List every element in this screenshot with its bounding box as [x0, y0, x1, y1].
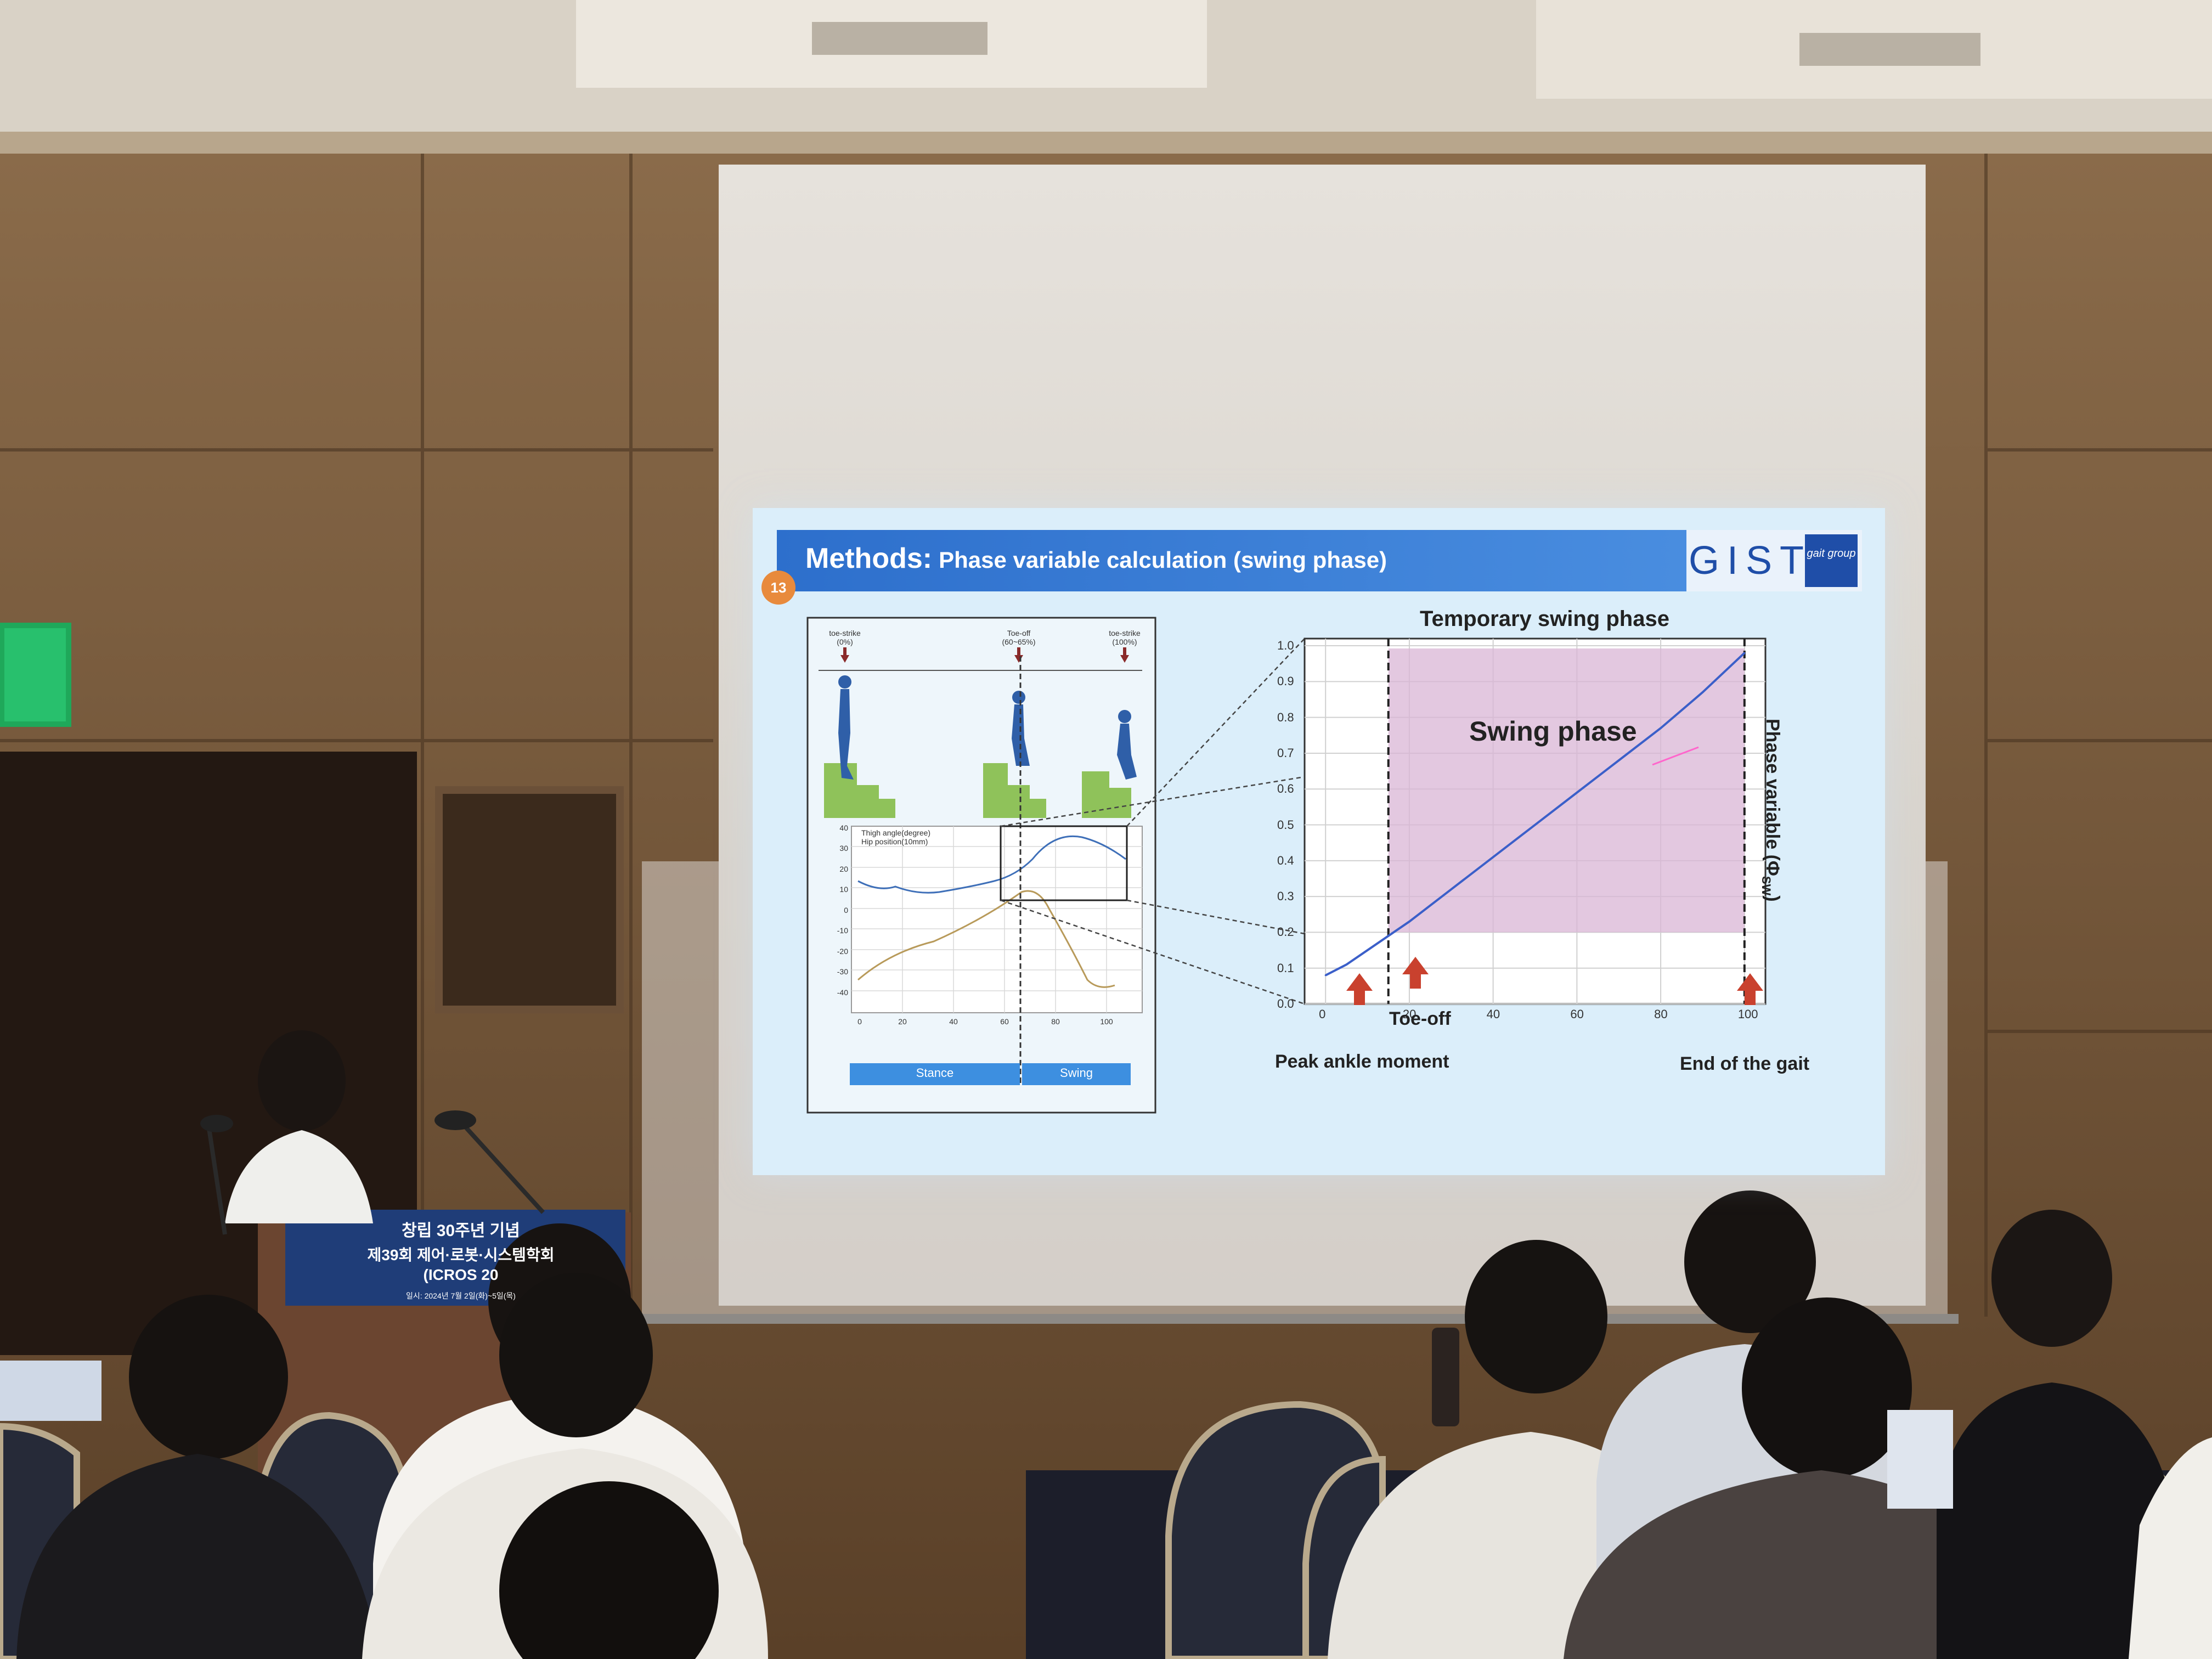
presentation-slide: Methods: Phase variable calculation (swin… — [753, 508, 1885, 1175]
slide-title: Methods: Phase variable calculation (swin… — [805, 542, 1387, 575]
swing-label: Swing — [1060, 1066, 1093, 1080]
y-tick-label: 0.4 — [1277, 853, 1294, 867]
y-tick-label: 0.1 — [1277, 961, 1294, 975]
y-tick-label: 0.8 — [1277, 710, 1294, 724]
x-tick-label: 40 — [1486, 1007, 1500, 1021]
left-x-tick: 40 — [949, 1017, 958, 1026]
left-x-tick: 80 — [1051, 1017, 1060, 1026]
slide-header-bar — [777, 530, 1708, 591]
left-y-tick: -30 — [837, 967, 848, 976]
peak-ankle-annotation: Peak ankle moment — [1275, 1051, 1449, 1072]
zoom-connectors — [1000, 638, 1305, 1005]
thigh-angle-curve — [857, 835, 1126, 894]
podium-banner-text: 창립 30주년 기념 제39회 제어·로봇·시스템학회 (ICROS 20 일시… — [307, 1217, 614, 1301]
y-tick-label: 0.7 — [1277, 746, 1294, 760]
wall-speaker — [435, 786, 624, 1013]
ceiling-vent — [812, 22, 988, 55]
event-label-2: toe-strike (100%) — [1109, 629, 1141, 646]
toe-off-annotation: Toe-off — [1389, 1008, 1451, 1029]
y-tick-label: 0.0 — [1277, 997, 1294, 1011]
y-tick-label: 0.6 — [1277, 782, 1294, 796]
stance-label: Stance — [916, 1066, 954, 1080]
slide-title-rest: Phase variable calculation (swing phase) — [939, 547, 1387, 573]
laser-pointer — [1652, 746, 1699, 766]
gist-logo-text: GIST — [1689, 539, 1812, 583]
chart-title: Temporary swing phase — [1420, 607, 1669, 631]
left-y-tick: 40 — [839, 823, 848, 832]
phase-variable-line — [1325, 652, 1746, 977]
hip-position-curve — [857, 890, 1115, 988]
left-y-tick: 20 — [839, 865, 848, 873]
left-y-tick: 30 — [839, 844, 848, 853]
podium-line-3: (ICROS 20 — [423, 1266, 499, 1283]
microphone — [435, 1110, 476, 1130]
stance-bar — [850, 1063, 1020, 1085]
left-x-tick: 20 — [898, 1017, 907, 1026]
left-plot-grid — [851, 826, 1142, 1013]
podium-line-2: 제39회 제어·로봇·시스템학회 — [367, 1246, 555, 1263]
left-x-tick: 60 — [1000, 1017, 1009, 1026]
y-tick-label: 1.0 — [1277, 639, 1294, 653]
x-tick-label: 80 — [1654, 1007, 1668, 1021]
podium-line-1: 창립 30주년 기념 — [402, 1222, 520, 1240]
swing-phase-chart — [1304, 637, 1767, 1005]
swing-bar — [1022, 1063, 1131, 1085]
audience — [0, 1190, 2212, 1659]
left-y-tick: 0 — [844, 906, 848, 915]
y-tick-label: 0.9 — [1277, 674, 1294, 689]
left-x-tick: 0 — [857, 1017, 862, 1026]
page-number-badge: 13 — [761, 571, 795, 605]
swing-phase-region — [1388, 648, 1745, 933]
left-y-tick: -20 — [837, 947, 848, 956]
slide-title-strong: Methods: — [805, 543, 933, 574]
event-label-0: toe-strike (0%) — [829, 629, 861, 646]
left-y-tick: -40 — [837, 988, 848, 997]
ceiling-vent — [1799, 33, 1980, 66]
y-axis-label: Phase variable (ΦSW) — [1759, 719, 1783, 902]
presenter-head — [258, 1030, 346, 1131]
legend-thigh: Thigh angle(degree) — [861, 828, 931, 837]
x-tick-label: 0 — [1319, 1007, 1326, 1021]
gait-cycle-figure — [806, 617, 1305, 1114]
y-tick-label: 0.3 — [1277, 889, 1294, 904]
y-tick-label: 0.2 — [1277, 925, 1294, 939]
microphone — [200, 1115, 233, 1132]
region-label: Swing phase — [1469, 716, 1637, 747]
gait-group-badge: gait group — [1805, 534, 1858, 587]
x-tick-label: 20 — [1402, 1007, 1417, 1021]
left-y-tick: 10 — [839, 885, 848, 894]
legend-hip: Hip position(10mm) — [861, 837, 928, 846]
left-x-tick: 100 — [1100, 1017, 1113, 1026]
annotation-arrows — [1346, 957, 1763, 1005]
y-tick-label: 0.5 — [1277, 817, 1294, 832]
x-tick-label: 100 — [1737, 1007, 1758, 1021]
event-label-1: Toe-off (60~65%) — [1002, 629, 1036, 646]
end-of-gait-annotation: End of the gait — [1680, 1053, 1810, 1074]
x-tick-label: 60 — [1570, 1007, 1584, 1021]
presenter-shirt — [225, 1130, 373, 1223]
left-y-tick: -10 — [837, 926, 848, 935]
podium-line-4: 일시: 2024년 7월 2일(화)~5일(목) — [406, 1291, 516, 1300]
zoom-box — [1000, 825, 1128, 901]
